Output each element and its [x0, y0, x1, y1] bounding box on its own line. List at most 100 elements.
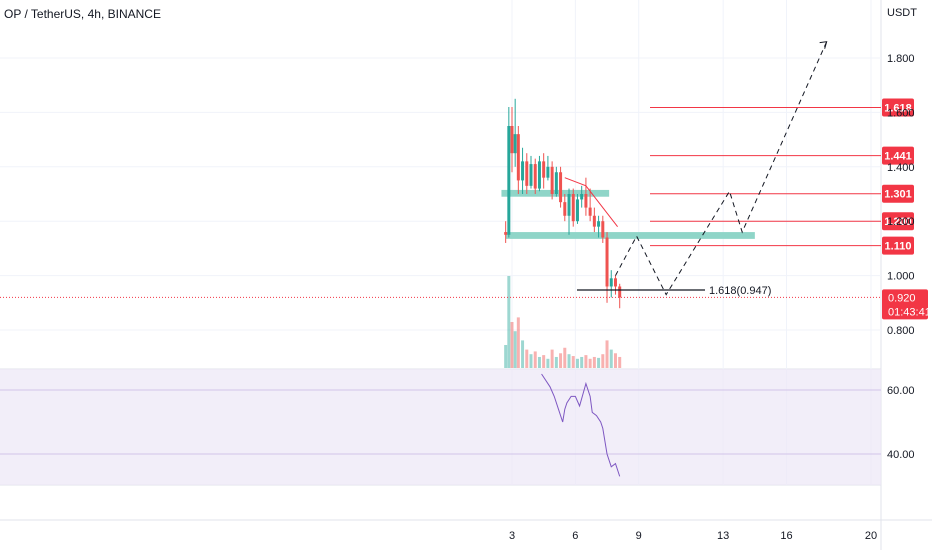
- axes: 1.800 1.600 1.400 1.200 1.000 0.800 3 6 9 13 16 20 6…: [509, 53, 915, 542]
- candle-body: [542, 161, 546, 178]
- time-tick-label: 16: [780, 530, 792, 542]
- candle-body: [588, 207, 592, 216]
- volume-bar: [546, 358, 550, 368]
- current-price-label: 0.920: [888, 292, 916, 304]
- candle-body: [597, 221, 601, 227]
- volume-bar: [597, 357, 601, 368]
- level-badge: [882, 184, 914, 203]
- candle-body: [521, 161, 525, 181]
- candle-body: [601, 221, 605, 238]
- projection-arrowhead: [819, 41, 828, 49]
- candle-body: [613, 278, 617, 287]
- candle-body: [592, 215, 596, 227]
- horizontal-levels: 1.618 1.441 1.301 1.200 1.110: [650, 98, 914, 255]
- level-label: 1.301: [884, 189, 912, 201]
- volume-bar: [521, 340, 525, 368]
- volume-bar: [567, 354, 571, 368]
- level-badge: [882, 98, 914, 117]
- volume-bar: [550, 349, 554, 368]
- time-tick-label: 3: [509, 530, 515, 542]
- support-zone: [505, 232, 755, 239]
- candle-body: [504, 232, 508, 235]
- countdown-label: 01:43:41: [888, 306, 931, 318]
- level-label: 1.618: [884, 103, 912, 115]
- support-zones: [501, 189, 755, 239]
- candle-body: [525, 161, 529, 186]
- volume-bar: [554, 356, 558, 368]
- volume-bar: [504, 345, 508, 368]
- candle-body: [584, 194, 588, 208]
- price-tick-label: 1.200: [887, 216, 915, 228]
- price-tick-label: 1.800: [887, 53, 915, 65]
- candles: [504, 98, 622, 309]
- candle-body: [567, 194, 571, 216]
- price-tick-label: 1.600: [887, 107, 915, 119]
- level-label: 1.110: [885, 241, 912, 253]
- volume-bar: [605, 340, 609, 368]
- volume-bar: [513, 331, 517, 368]
- candle-body: [533, 164, 537, 189]
- volume-bar: [537, 356, 541, 368]
- volume-bar: [609, 349, 613, 368]
- rsi-line: [541, 373, 621, 477]
- rsi-tick-label: 40.00: [887, 449, 915, 461]
- level-badge: [882, 146, 914, 165]
- volume-bar: [559, 353, 563, 368]
- current-price-badge: [882, 289, 928, 320]
- candle-body: [513, 134, 517, 154]
- volume-bar: [580, 356, 584, 368]
- volume-bar: [584, 355, 588, 368]
- time-tick-label: 20: [865, 530, 877, 542]
- candle-body: [537, 161, 541, 189]
- rsi-tick-label: 60.00: [887, 385, 915, 397]
- rsi-pane: [0, 369, 881, 485]
- rsi-band: [0, 369, 881, 485]
- currency-label: USDT: [887, 7, 917, 19]
- candle-body: [580, 194, 584, 200]
- volume-bar: [575, 358, 579, 368]
- candle-body: [516, 134, 520, 181]
- time-tick-label: 9: [636, 530, 642, 542]
- candle-body: [609, 278, 613, 287]
- ema-line: [564, 177, 618, 227]
- candle-body: [575, 199, 579, 222]
- volume-bar: [507, 276, 511, 368]
- volume-bar: [613, 353, 617, 368]
- candle-body: [571, 194, 575, 222]
- volume-bar: [533, 351, 537, 368]
- volume-bar: [516, 317, 520, 368]
- volume-bars: [504, 276, 622, 368]
- volume-bar: [571, 356, 575, 368]
- volume-bar: [525, 349, 529, 368]
- volume-bar: [601, 354, 605, 368]
- price-tick-label: 1.000: [887, 271, 915, 283]
- level-label: 1.441: [884, 151, 912, 163]
- projection-path: [615, 41, 828, 296]
- time-tick-label: 6: [572, 530, 578, 542]
- volume-bar: [510, 322, 514, 368]
- level-label: 1.200: [884, 216, 912, 228]
- candle-body: [529, 164, 533, 186]
- level-badge: [882, 236, 914, 255]
- volume-bar: [563, 347, 567, 368]
- candle-body: [618, 286, 622, 298]
- candle-body: [546, 166, 550, 178]
- volume-bar: [542, 355, 546, 368]
- candle-body: [550, 166, 554, 194]
- fib-label: 1.618(0.947): [709, 285, 771, 297]
- time-tick-label: 13: [717, 530, 729, 542]
- volume-bar: [529, 354, 533, 368]
- volume-bar: [588, 358, 592, 368]
- candle-body: [559, 172, 563, 203]
- overlays: 1.618(0.947) 0.920 01:43:41: [0, 41, 931, 320]
- candle-body: [507, 126, 511, 235]
- candle-body: [605, 237, 609, 287]
- volume-bar: [592, 356, 596, 368]
- chart-title: OP / TetherUS, 4h, BINANCE: [4, 7, 161, 21]
- candle-body: [563, 202, 567, 216]
- price-tick-label: 0.800: [887, 325, 915, 337]
- candle-body: [554, 172, 558, 194]
- candle-body: [510, 126, 514, 154]
- price-tick-label: 1.400: [887, 162, 915, 174]
